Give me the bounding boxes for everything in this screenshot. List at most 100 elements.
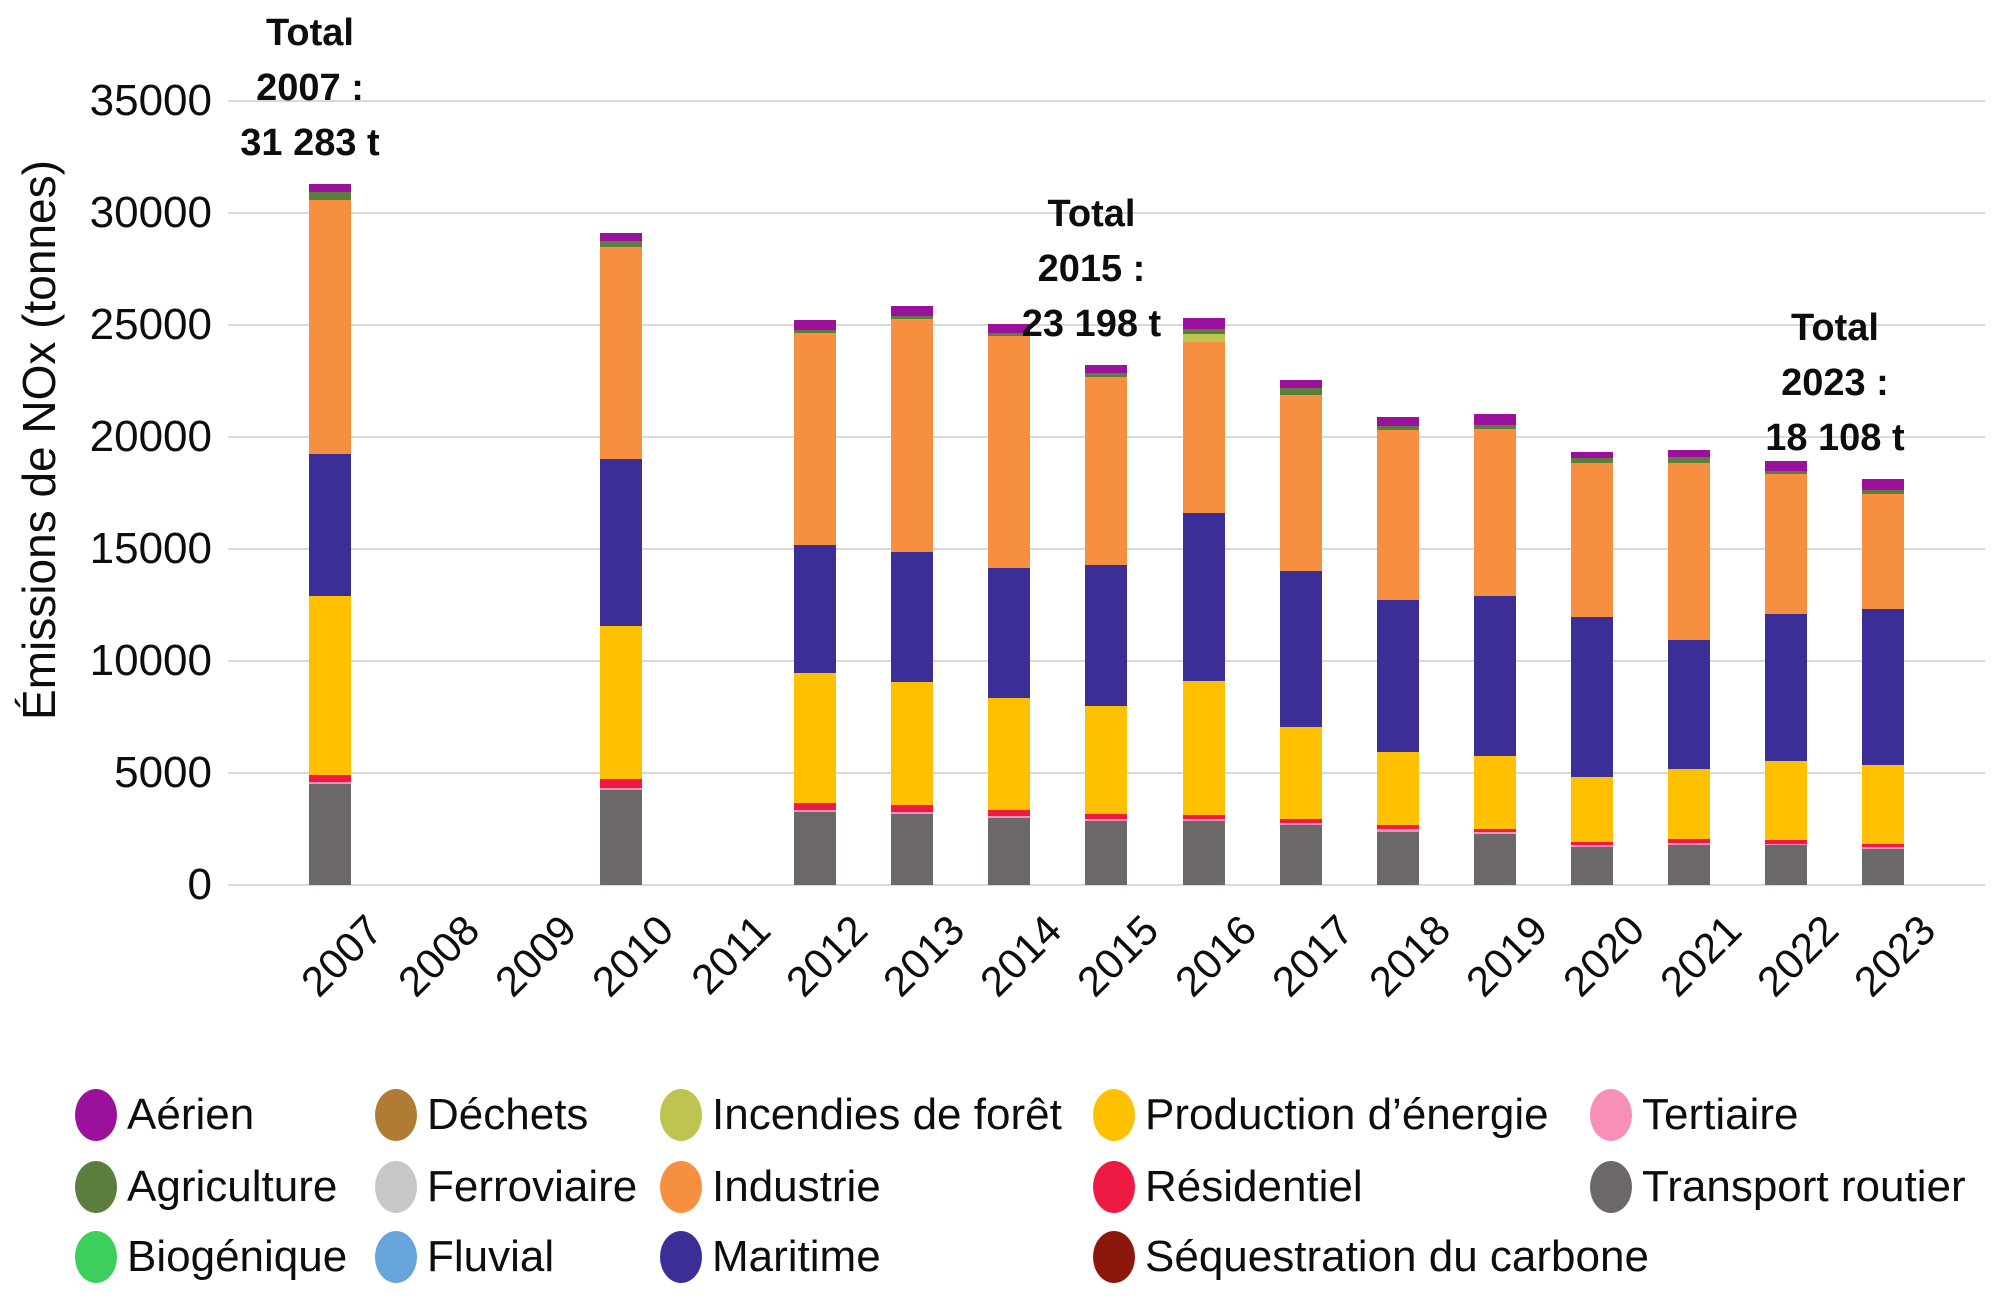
bar-segment-2014[interactable]	[988, 323, 1031, 333]
bar-segment-2007[interactable]	[309, 781, 351, 785]
bar-segment-2017[interactable]	[1279, 379, 1322, 389]
bar-segment-2022[interactable]	[1764, 613, 1807, 761]
bar-segment-2016[interactable]	[1182, 512, 1225, 681]
bar-segment-2021[interactable]	[1667, 843, 1710, 845]
bar-segment-2016[interactable]	[1182, 318, 1225, 329]
legend-item-s-questration-du-carbone[interactable]: Séquestration du carbone	[1093, 1227, 1649, 1287]
bar-segment-2016[interactable]	[1182, 821, 1225, 885]
bar-segment-2016[interactable]	[1182, 333, 1225, 343]
bar-segment-2014[interactable]	[988, 568, 1031, 698]
bar-segment-2022[interactable]	[1764, 460, 1807, 471]
bar-segment-2010[interactable]	[600, 626, 643, 779]
bar-segment-2022[interactable]	[1764, 470, 1807, 474]
bar-segment-2017[interactable]	[1279, 818, 1322, 823]
bar-segment-2015[interactable]	[1085, 372, 1128, 377]
bar-segment-2019[interactable]	[1473, 832, 1516, 835]
bar-segment-2015[interactable]	[1085, 818, 1128, 821]
bar-segment-2013[interactable]	[891, 305, 934, 317]
bar-segment-2023[interactable]	[1861, 494, 1904, 610]
bar-segment-2020[interactable]	[1570, 847, 1613, 885]
legend-item-agriculture[interactable]: Agriculture	[75, 1157, 337, 1217]
bar-segment-2010[interactable]	[600, 241, 643, 248]
bar-segment-2021[interactable]	[1667, 639, 1710, 769]
bar-segment-2012[interactable]	[794, 329, 837, 334]
bar-segment-2012[interactable]	[794, 672, 837, 804]
bar-segment-2018[interactable]	[1376, 426, 1419, 430]
bar-segment-2013[interactable]	[891, 551, 934, 682]
bar-segment-2013[interactable]	[891, 811, 934, 815]
legend-item-transport-routier[interactable]: Transport routier	[1590, 1157, 1966, 1217]
bar-segment-2013[interactable]	[891, 805, 934, 812]
bar-segment-2018[interactable]	[1376, 417, 1419, 427]
bar-segment-2016[interactable]	[1182, 328, 1225, 334]
bar-segment-2018[interactable]	[1376, 752, 1419, 826]
bar-segment-2022[interactable]	[1764, 839, 1807, 844]
bar-segment-2012[interactable]	[794, 812, 837, 885]
bar-segment-2018[interactable]	[1376, 825, 1419, 830]
bar-segment-2020[interactable]	[1570, 462, 1613, 617]
bar-segment-2013[interactable]	[891, 814, 934, 885]
bar-segment-2018[interactable]	[1376, 429, 1419, 601]
legend-item-ferroviaire[interactable]: Ferroviaire	[375, 1157, 637, 1217]
bar-segment-2020[interactable]	[1570, 841, 1613, 846]
bar-segment-2007[interactable]	[309, 595, 351, 776]
bar-segment-2021[interactable]	[1667, 768, 1710, 840]
bar-segment-2023[interactable]	[1861, 490, 1904, 495]
bar-segment-2019[interactable]	[1473, 828, 1516, 833]
legend-item-industrie[interactable]: Industrie	[660, 1157, 881, 1217]
bar-segment-2023[interactable]	[1861, 848, 1904, 885]
legend-item-r-sidentiel[interactable]: Résidentiel	[1093, 1157, 1363, 1217]
bar-segment-2022[interactable]	[1764, 760, 1807, 840]
bar-segment-2023[interactable]	[1861, 479, 1904, 491]
bar-segment-2019[interactable]	[1473, 755, 1516, 829]
bar-segment-2021[interactable]	[1667, 839, 1710, 844]
legend-item-incendies-de-for-t[interactable]: Incendies de forêt	[660, 1085, 1062, 1145]
bar-segment-2012[interactable]	[794, 803, 837, 810]
bar-segment-2017[interactable]	[1279, 394, 1322, 571]
bar-segment-2016[interactable]	[1182, 814, 1225, 820]
bar-segment-2017[interactable]	[1279, 570, 1322, 728]
bar-segment-2017[interactable]	[1279, 825, 1322, 885]
bar-segment-2014[interactable]	[988, 815, 1031, 818]
bar-segment-2014[interactable]	[988, 697, 1031, 810]
bar-segment-2012[interactable]	[794, 809, 837, 813]
bar-segment-2021[interactable]	[1667, 450, 1710, 458]
bar-segment-2012[interactable]	[794, 333, 837, 545]
bar-segment-2014[interactable]	[988, 809, 1031, 816]
bar-segment-2007[interactable]	[309, 199, 351, 455]
bar-segment-2019[interactable]	[1473, 834, 1516, 885]
bar-segment-2019[interactable]	[1473, 424, 1516, 429]
bar-segment-2021[interactable]	[1667, 457, 1710, 463]
bar-segment-2018[interactable]	[1376, 829, 1419, 832]
bar-segment-2020[interactable]	[1570, 452, 1613, 459]
bar-segment-2019[interactable]	[1473, 428, 1516, 597]
bar-segment-2019[interactable]	[1473, 413, 1516, 425]
bar-segment-2015[interactable]	[1085, 813, 1128, 819]
bar-segment-2010[interactable]	[600, 778, 643, 788]
bar-segment-2022[interactable]	[1764, 473, 1807, 614]
bar-segment-2010[interactable]	[600, 233, 643, 241]
bar-segment-2015[interactable]	[1085, 820, 1128, 885]
bar-segment-2016[interactable]	[1182, 342, 1225, 513]
bar-segment-2014[interactable]	[988, 332, 1031, 337]
legend-item-a-rien[interactable]: Aérien	[75, 1085, 254, 1145]
bar-segment-2016[interactable]	[1182, 819, 1225, 822]
bar-segment-2021[interactable]	[1667, 462, 1710, 640]
bar-segment-2015[interactable]	[1085, 365, 1128, 373]
bar-segment-2018[interactable]	[1376, 831, 1419, 885]
bar-segment-2022[interactable]	[1764, 845, 1807, 885]
legend-item-fluvial[interactable]: Fluvial	[375, 1227, 554, 1287]
legend-item-d-chets[interactable]: Déchets	[375, 1085, 588, 1145]
bar-segment-2010[interactable]	[600, 247, 643, 460]
bar-segment-2020[interactable]	[1570, 616, 1613, 778]
bar-segment-2023[interactable]	[1861, 764, 1904, 845]
bar-segment-2021[interactable]	[1667, 844, 1710, 885]
bar-segment-2020[interactable]	[1570, 458, 1613, 463]
bar-segment-2022[interactable]	[1764, 843, 1807, 846]
bar-segment-2016[interactable]	[1182, 680, 1225, 815]
bar-segment-2007[interactable]	[309, 192, 351, 200]
bar-segment-2014[interactable]	[988, 336, 1031, 569]
bar-segment-2013[interactable]	[891, 316, 934, 320]
bar-segment-2007[interactable]	[309, 454, 351, 596]
bar-segment-2010[interactable]	[600, 789, 643, 885]
